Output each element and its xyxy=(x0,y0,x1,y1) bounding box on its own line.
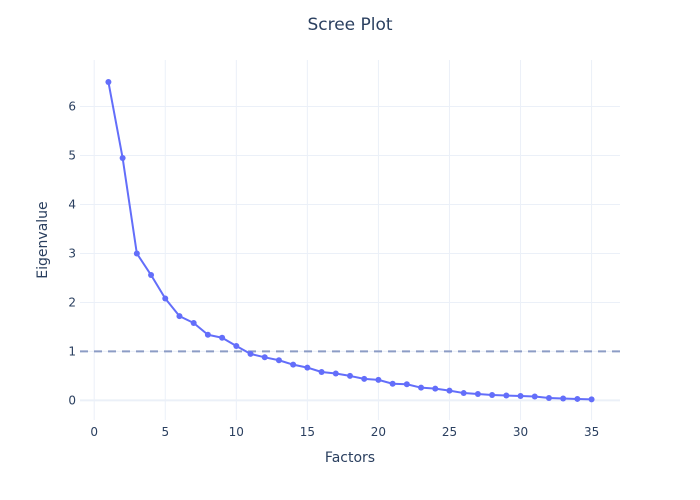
data-point xyxy=(347,372,353,379)
data-point xyxy=(204,331,211,338)
data-point xyxy=(318,369,325,375)
data-point xyxy=(176,313,183,320)
data-point xyxy=(290,361,297,368)
data-point xyxy=(247,350,254,357)
data-point xyxy=(474,391,481,398)
data-point xyxy=(446,387,453,394)
data-point xyxy=(275,357,282,364)
data-point xyxy=(460,390,467,397)
chart-title: Scree Plot xyxy=(307,15,392,35)
x-tick-label: 5 xyxy=(161,425,169,439)
data-point xyxy=(489,392,496,399)
y-tick-label: 4 xyxy=(68,197,76,211)
y-tick-label: 3 xyxy=(68,246,76,260)
data-point xyxy=(119,154,126,161)
data-point xyxy=(133,250,140,257)
x-tick-label: 25 xyxy=(442,425,457,439)
data-point xyxy=(332,370,339,377)
data-point xyxy=(545,394,552,401)
data-point xyxy=(105,79,112,86)
x-axis-title: Factors xyxy=(325,450,375,466)
y-tick-label: 6 xyxy=(68,100,76,114)
y-tick-label: 0 xyxy=(68,393,76,407)
x-tick-label: 35 xyxy=(584,425,599,439)
data-point xyxy=(574,395,581,402)
y-tick-label: 1 xyxy=(68,344,76,358)
grid-layer xyxy=(80,60,620,420)
data-point xyxy=(190,320,197,327)
data-point xyxy=(261,354,268,361)
data-point xyxy=(560,395,567,402)
data-point xyxy=(375,376,382,383)
y-tick-label: 2 xyxy=(68,295,76,309)
x-tick-label: 20 xyxy=(371,425,386,439)
data-point xyxy=(304,364,311,371)
data-point xyxy=(403,381,410,388)
y-tick-label: 5 xyxy=(68,149,76,163)
data-point xyxy=(162,295,169,302)
data-point xyxy=(503,392,510,399)
data-point xyxy=(531,393,538,400)
data-point xyxy=(418,384,425,391)
x-tick-label: 10 xyxy=(229,425,244,439)
data-point xyxy=(389,380,396,387)
data-point xyxy=(432,385,439,392)
data-point xyxy=(148,272,155,279)
data-point xyxy=(517,393,524,399)
data-point xyxy=(233,343,240,350)
ticks-layer: 0 5 10 15 20 25 30 35 0 1 2 3 4 5 6 xyxy=(68,100,599,439)
data-point xyxy=(219,334,226,341)
x-tick-label: 15 xyxy=(300,425,315,439)
data-point xyxy=(361,375,368,382)
data-point xyxy=(588,396,595,403)
y-axis-title: Eigenvalue xyxy=(35,201,51,278)
series-layer xyxy=(105,79,595,403)
x-tick-label: 30 xyxy=(513,425,528,439)
x-tick-label: 0 xyxy=(90,425,98,439)
